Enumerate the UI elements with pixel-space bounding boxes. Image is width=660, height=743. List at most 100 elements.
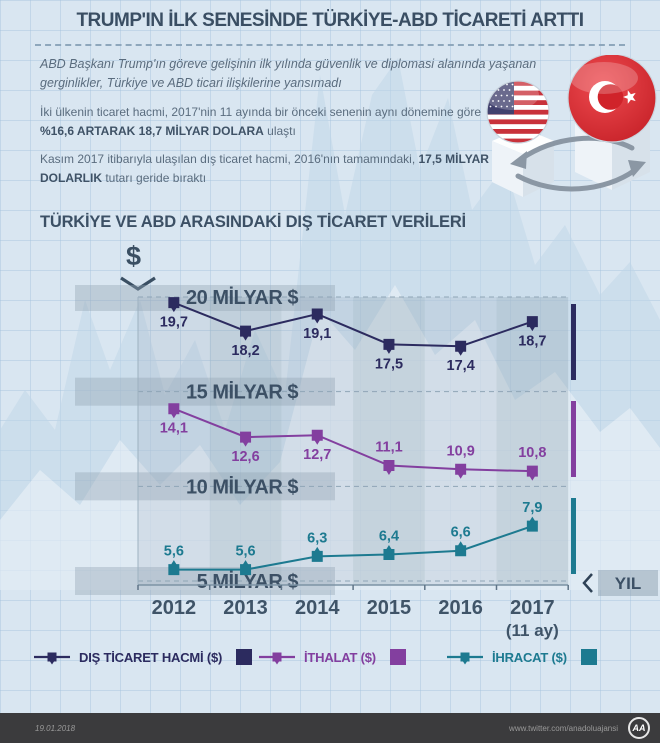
- y-tick-label: 10 MİLYAR $: [186, 475, 298, 498]
- data-point-marker: [311, 308, 323, 324]
- legend-line-marker-icon: [34, 652, 70, 665]
- x-tick-label: 2012: [152, 597, 197, 619]
- footer: 19.01.2018 www.twitter.com/anadoluajansi…: [0, 713, 660, 743]
- data-point-label: 10,9: [447, 443, 475, 459]
- data-point-label: 5,6: [235, 544, 255, 560]
- data-point-marker: [383, 338, 395, 354]
- footer-date: 19.01.2018: [35, 723, 76, 733]
- data-point-label: 5,6: [164, 544, 184, 560]
- data-point-label: 7,9: [522, 500, 542, 516]
- series-line: [173, 301, 533, 348]
- data-point-label: 12,6: [231, 449, 259, 465]
- x-tick-note: (11 ay): [506, 621, 559, 640]
- x-tick-label: 2015: [367, 597, 412, 619]
- x-tick-label: 2013: [223, 597, 268, 619]
- data-point-marker: [526, 316, 538, 332]
- legend-swatch: [389, 649, 406, 665]
- fact-november-tail: tutarı geride bıraktı: [102, 170, 207, 185]
- legend-label: DIŞ TİCARET HACMİ ($): [79, 649, 223, 665]
- fact-trade-volume: İki ülkenin ticaret hacmi, 2017'nin 11 a…: [40, 103, 495, 140]
- series-range-bar: [571, 498, 576, 574]
- watermark-ridge-back: [0, 58, 660, 590]
- data-point-marker: [168, 403, 180, 419]
- exchange-arrows-icon: [510, 135, 646, 192]
- fact-november-highlight: 17,5 MİLYAR DOLARLIK: [40, 152, 489, 185]
- series-line: [173, 525, 533, 571]
- data-point-label: 6,6: [451, 525, 471, 541]
- x-tick-label: 2017: [510, 597, 555, 619]
- intro-paragraph: ABD Başkanı Trump'ın göreve gelişinin il…: [40, 57, 537, 91]
- legend-swatch: [580, 649, 597, 665]
- turkey-flag-icon: [567, 55, 657, 143]
- data-point-marker: [240, 431, 252, 447]
- aa-logo-icon: AA: [628, 717, 650, 739]
- legend-swatch: [236, 649, 253, 665]
- section-heading: TÜRKİYE VE ABD ARASINDAKİ DIŞ TİCARET VE…: [40, 213, 466, 231]
- aa-logo-text: AA: [632, 723, 646, 733]
- data-point-marker: [168, 560, 180, 576]
- legend-item: İHRACAT ($): [446, 646, 597, 668]
- data-point-label: 11,1: [375, 440, 402, 456]
- fact-trade-volume-text: İki ülkenin ticaret hacmi, 2017'nin 11 a…: [40, 105, 482, 119]
- fact-trade-volume-tail: ulaştı: [263, 123, 296, 138]
- data-point-marker: [383, 460, 395, 476]
- chevron-down-icon: [120, 276, 156, 291]
- x-tick-label: 2016: [438, 597, 483, 619]
- data-point-marker: [383, 544, 395, 560]
- x-tick-label: 2014: [295, 597, 340, 619]
- y-tick-label: 15 MİLYAR $: [186, 381, 298, 404]
- fact-november: Kasım 2017 itibarıyla ulaşılan dış ticar…: [40, 150, 495, 187]
- data-point-marker: [240, 560, 252, 576]
- data-point-marker: [526, 465, 538, 481]
- y-tick-label: 5 MİLYAR $: [197, 570, 299, 593]
- chevron-left-icon: [582, 573, 593, 593]
- star-icon: [623, 90, 636, 104]
- data-point-label: 17,5: [375, 356, 403, 372]
- page-title: TRUMP'IN İLK SENESİNDE TÜRKİYE-ABD TİCAR…: [76, 10, 584, 31]
- x-axis-label-band: [598, 570, 658, 596]
- data-point-label: 19,1: [303, 326, 331, 342]
- data-point-marker: [455, 463, 467, 479]
- y-tick-label: 20 MİLYAR $: [186, 286, 298, 309]
- series-line: [173, 407, 533, 473]
- title-divider: [35, 44, 625, 46]
- legend-line-marker-icon: [447, 652, 483, 665]
- dollar-icon: $: [126, 241, 142, 271]
- series-range-bar: [571, 401, 576, 477]
- legend-line-marker-icon: [259, 652, 295, 665]
- flags-illustration: [486, 55, 657, 197]
- data-point-label: 12,7: [303, 447, 331, 463]
- data-point-marker: [240, 325, 252, 341]
- data-point-marker: [526, 516, 538, 532]
- legend: DIŞ TİCARET HACMİ ($) İTHALAT ($) İHRACAT …: [0, 646, 660, 670]
- data-point-label: 19,7: [160, 315, 188, 331]
- data-point-marker: [455, 340, 467, 356]
- data-point-label: 6,3: [307, 530, 327, 546]
- watermark-ridge-front: [0, 285, 660, 590]
- plot-column-band: [138, 297, 210, 585]
- x-axis-label: YIL: [615, 574, 641, 593]
- data-point-label: 6,4: [379, 528, 399, 544]
- data-point-label: 14,1: [160, 421, 188, 437]
- legend-label: İTHALAT ($): [304, 649, 376, 665]
- data-point-marker: [455, 541, 467, 557]
- y-tick-band: [75, 285, 335, 311]
- plot-column-band: [496, 297, 569, 585]
- data-point-marker: [311, 429, 323, 445]
- data-point-label: 10,8: [518, 445, 546, 461]
- data-point-label: 18,2: [231, 343, 259, 359]
- data-point-label: 17,4: [447, 358, 475, 374]
- data-point-label: 18,7: [518, 334, 546, 350]
- usa-flag-icon: [486, 80, 550, 144]
- data-point-marker: [168, 297, 180, 313]
- fact-november-text: Kasım 2017 itibarıyla ulaşılan dış ticar…: [40, 152, 419, 166]
- data-point-marker: [311, 546, 323, 562]
- series-range-bar: [571, 304, 576, 380]
- footer-twitter-url: www.twitter.com/anadoluajansi: [509, 723, 618, 733]
- trade-line-chart: 20 MİLYAR $ 15 MİLYAR $ 10 MİLYAR $ 5 MİLYA…: [75, 285, 658, 640]
- legend-item: İTHALAT ($): [258, 646, 406, 668]
- legend-label: İHRACAT ($): [492, 649, 567, 665]
- fact-trade-volume-highlight: %16,6 ARTARAK 18,7 MİLYAR DOLARA: [40, 123, 264, 138]
